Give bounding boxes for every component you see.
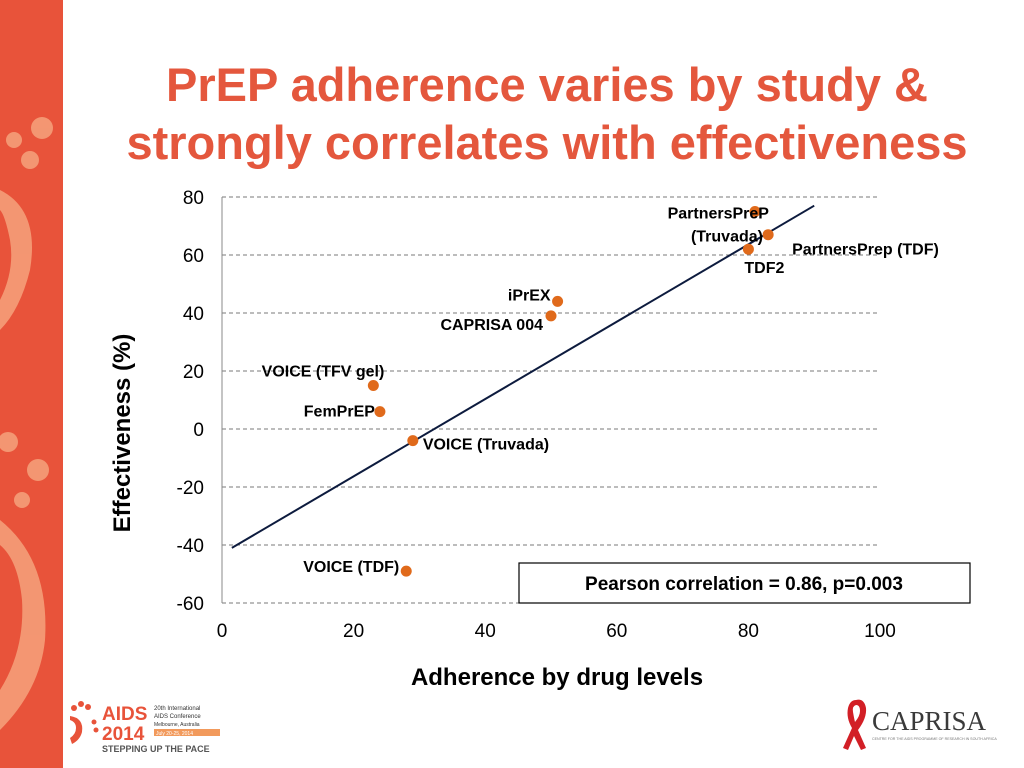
- x-tick-label: 100: [864, 621, 896, 642]
- data-point: [545, 310, 557, 322]
- x-tick-label: 80: [738, 621, 759, 642]
- aids-logo-conf-line2: AIDS Conference: [154, 714, 201, 720]
- point-label: TDF2: [744, 260, 784, 277]
- x-tick-label: 20: [343, 621, 364, 642]
- y-tick-label: -20: [177, 478, 204, 499]
- correlation-annotation: Pearson correlation = 0.86, p=0.003: [585, 574, 903, 595]
- y-tick-label: 20: [183, 362, 204, 383]
- data-point: [742, 243, 754, 255]
- point-label: iPrEX: [508, 287, 551, 304]
- footprint-pattern-icon: [0, 117, 53, 730]
- chart-gridlines: [222, 196, 880, 604]
- y-tick-label: 0: [193, 420, 204, 441]
- x-tick-label: 60: [606, 621, 627, 642]
- x-tick-label: 0: [217, 621, 228, 642]
- red-ribbon-icon: [843, 699, 867, 750]
- data-point: [762, 229, 774, 241]
- data-point: [367, 380, 379, 391]
- point-label: VOICE (TDF): [303, 559, 399, 576]
- y-tick-label: 60: [183, 246, 204, 267]
- y-tick-label: -60: [177, 594, 204, 615]
- caprisa-logo-subtitle: CENTRE FOR THE AIDS PROGRAMME OF RESEARC…: [872, 737, 997, 741]
- y-tick-label: 80: [183, 188, 204, 209]
- decorative-sidebar: [0, 0, 63, 768]
- aids-2014-logo: AIDS 2014 20th International AIDS Confer…: [70, 701, 220, 754]
- trend-line: [231, 204, 815, 549]
- y-tick-labels: 80 60 40 20 0 -20 -40 -60: [177, 188, 204, 615]
- caprisa-logo: CAPRISA CENTRE FOR THE AIDS PROGRAMME OF…: [843, 699, 997, 750]
- point-label: FemPrEP: [304, 404, 375, 421]
- point-label: VOICE (Truvada): [423, 437, 549, 454]
- x-tick-label: 40: [475, 621, 496, 642]
- aids-logo-dates: July 20-25, 2014: [156, 731, 193, 737]
- x-axis-label: Adherence by drug levels: [411, 664, 703, 691]
- point-label: PartnersPreP (Truvada): [668, 206, 770, 246]
- correlation-box: [518, 562, 971, 604]
- caprisa-logo-name: CAPRISA: [872, 706, 987, 736]
- y-tick-label: -40: [177, 536, 204, 557]
- aids-logo-main: AIDS: [102, 704, 147, 725]
- data-point: [407, 435, 419, 447]
- aids-logo-conf-line3: Melbourne, Australia: [154, 722, 200, 728]
- data-points: [367, 206, 774, 577]
- slide-title-line-1: PrEP adherence varies by study &: [166, 58, 928, 111]
- data-point: [374, 406, 386, 418]
- aids-footprint-icon: [70, 701, 99, 744]
- data-point: [552, 295, 564, 307]
- point-label: VOICE (TFV gel): [262, 364, 385, 381]
- aids-logo-date-bar: [154, 729, 220, 736]
- aids-logo-conf-line1: 20th International: [154, 706, 200, 712]
- aids-logo-tagline: STEPPING UP THE PACE: [102, 744, 210, 754]
- point-label: PartnersPrep (TDF): [792, 242, 939, 259]
- y-tick-label: 40: [183, 304, 204, 325]
- x-tick-labels: 0 20 40 60 80 100: [217, 621, 896, 642]
- data-point: [749, 206, 761, 217]
- point-label: CAPRISA 004: [440, 317, 543, 334]
- data-point: [400, 565, 412, 577]
- y-axis-label: Effectiveness (%): [109, 334, 136, 533]
- slide-title-line-2: strongly correlates with effectiveness: [126, 116, 968, 169]
- slide-title: PrEP adherence varies by study & strongl…: [70, 56, 1024, 172]
- point-labels: PartnersPreP (Truvada) PartnersPrep (TDF) T…: [262, 206, 939, 577]
- aids-logo-year: 2014: [102, 724, 145, 745]
